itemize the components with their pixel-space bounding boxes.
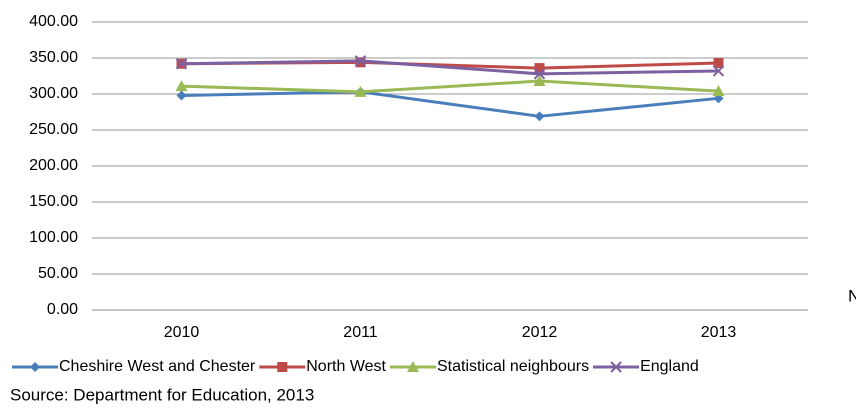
marker: [713, 58, 724, 69]
legend-item: England: [593, 358, 699, 375]
legend-item: Statistical neighbours: [389, 358, 589, 375]
side-text: N: [848, 286, 856, 305]
marker: [175, 58, 188, 70]
y-tick-label: 300.00: [29, 85, 78, 102]
y-tick-label: 250.00: [29, 121, 78, 138]
y-tick-label: 0.00: [47, 301, 78, 318]
legend-item: Cheshire West and Chester: [12, 358, 256, 375]
x-tick-label: 2011: [343, 324, 378, 341]
legend-item: North West: [259, 358, 387, 375]
x-tick-label: 2010: [164, 324, 200, 341]
marker: [712, 85, 725, 97]
marker: [175, 80, 188, 92]
legend-label: North West: [306, 358, 386, 375]
marker: [354, 55, 367, 67]
series-line: [181, 79, 719, 94]
y-tick-label: 200.00: [29, 157, 78, 174]
series-line: [181, 59, 719, 76]
marker: [176, 90, 187, 101]
legend-marker: [406, 361, 419, 372]
legend-label: England: [640, 358, 699, 375]
legend-label: Cheshire West and Chester: [59, 358, 256, 375]
y-tick-label: 150.00: [29, 193, 78, 210]
x-tick-label: 2012: [522, 324, 558, 341]
y-tick-label: 350.00: [29, 49, 78, 66]
marker: [534, 63, 545, 74]
y-tick-label: 50.00: [38, 265, 78, 282]
marker: [533, 68, 546, 80]
marker: [534, 111, 545, 122]
legend-marker: [277, 362, 288, 372]
source-note: Source: Department for Education, 2013: [10, 385, 314, 404]
marker: [354, 85, 367, 97]
legend-label: Statistical neighbours: [437, 358, 589, 375]
marker: [712, 65, 725, 77]
y-tick-label: 400.00: [29, 13, 78, 30]
x-tick-label: 2013: [701, 324, 737, 341]
legend-marker: [610, 361, 622, 373]
marker: [533, 75, 546, 87]
legend-marker: [30, 362, 40, 372]
y-tick-label: 100.00: [29, 229, 78, 246]
series-line: [181, 90, 719, 118]
